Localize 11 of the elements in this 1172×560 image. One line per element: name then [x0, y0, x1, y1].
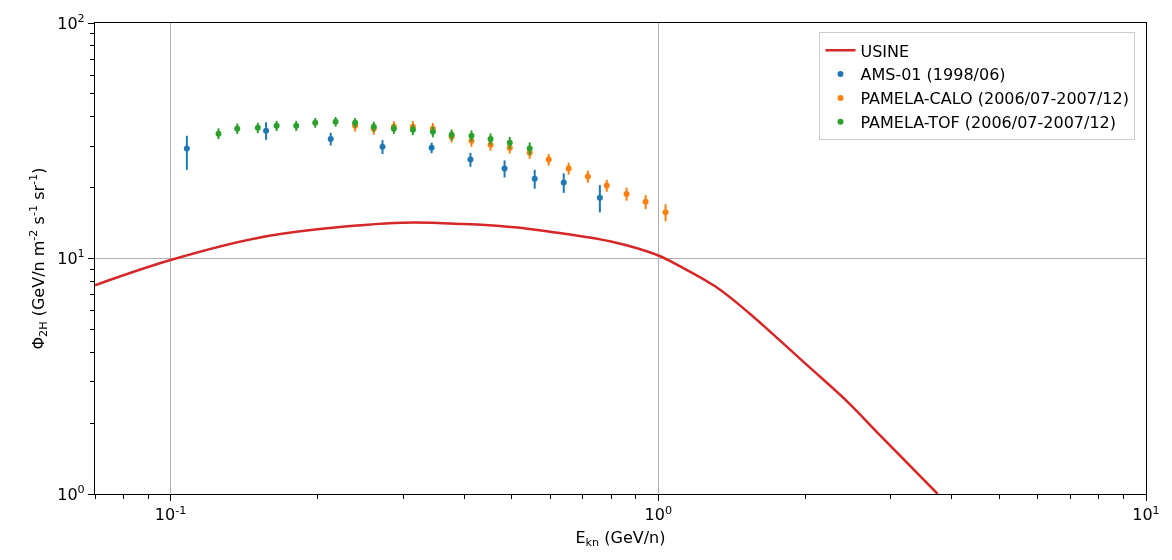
legend-label: USINE — [860, 41, 910, 61]
x-tick-label: 10$^{1}$ — [1132, 503, 1160, 525]
x-tick-label: 10$^{-1}$ — [154, 503, 187, 525]
legend-label: PAMELA-CALO (2006/07-2007/12) — [860, 89, 1129, 109]
y-tick-label: 10$^{0}$ — [57, 482, 85, 504]
legend-label: AMS-01 (1998/06) — [860, 65, 1006, 85]
x-axis-title: E$_{kn}$ (GeV/n) — [575, 528, 666, 550]
x-tick-label: 10$^{0}$ — [644, 503, 673, 525]
legend-label: PAMELA-TOF (2006/07-2007/12) — [860, 112, 1117, 132]
y-tick-label: 10$^{2}$ — [57, 11, 85, 33]
y-tick-label: 10$^{1}$ — [57, 247, 85, 269]
